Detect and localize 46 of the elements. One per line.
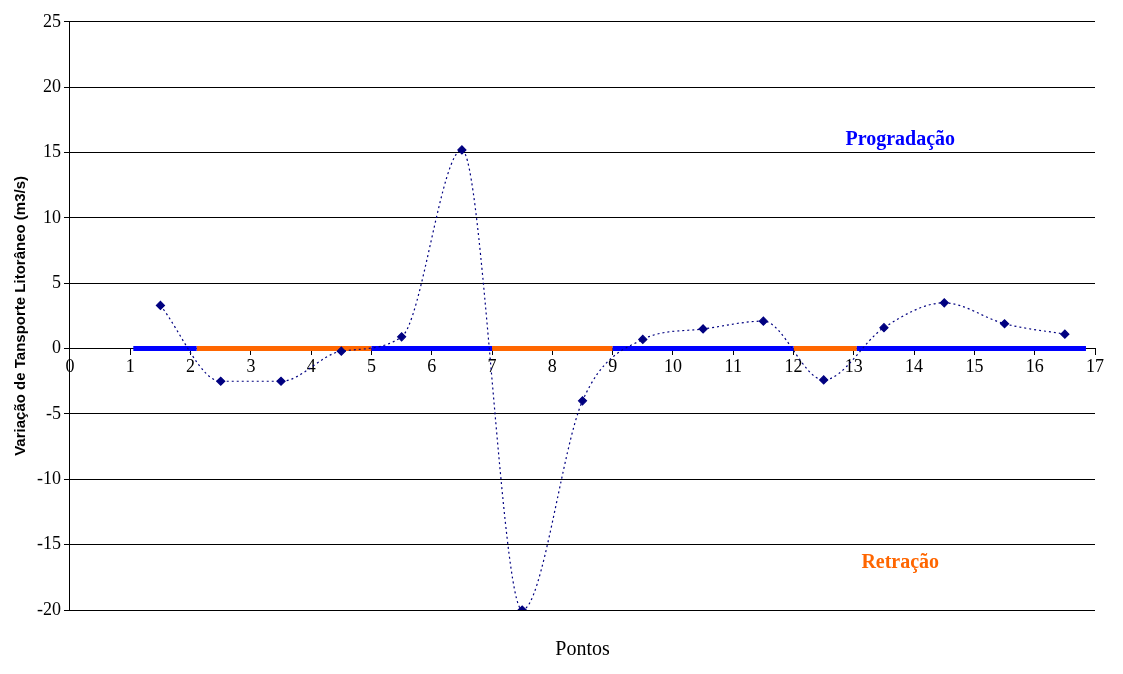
x-tick-label: 12 xyxy=(784,356,803,377)
y-tick-label: 25 xyxy=(42,10,61,31)
x-tick-label: 5 xyxy=(366,356,376,377)
point xyxy=(999,319,1010,329)
x-tick-label: 13 xyxy=(844,356,863,377)
y-tick-label: 15 xyxy=(42,141,61,162)
y-axis-title: Variação de Tansporte Litorâneo (m3/s) xyxy=(11,175,29,456)
point xyxy=(397,332,407,342)
y-tick-label: 5 xyxy=(51,271,61,292)
point xyxy=(1060,329,1070,339)
y-tick-label: -5 xyxy=(45,402,61,423)
point xyxy=(457,145,467,155)
x-tick-label: 1 xyxy=(125,356,135,377)
x-tick-label: 7 xyxy=(487,356,497,377)
x-tick-label: 17 xyxy=(1086,356,1104,377)
x-tick-label: 15 xyxy=(965,356,984,377)
x-tick-label: 6 xyxy=(427,356,437,377)
annotation: Progradação xyxy=(845,126,956,150)
y-tick-label: 20 xyxy=(42,75,61,96)
x-tick-label: 14 xyxy=(905,356,924,377)
x-axis-title: Pontos xyxy=(555,637,610,660)
point xyxy=(216,376,226,386)
point xyxy=(819,375,829,385)
y-tick-label: 0 xyxy=(51,337,61,358)
point xyxy=(879,323,889,333)
point xyxy=(758,316,768,326)
point xyxy=(939,298,949,308)
x-tick-label: 2 xyxy=(186,356,196,377)
x-tick-label: 16 xyxy=(1025,356,1044,377)
point xyxy=(577,396,588,406)
x-tick-label: 8 xyxy=(547,356,557,377)
y-tick-label: 10 xyxy=(42,206,61,227)
point xyxy=(698,324,708,334)
annotation: Retração xyxy=(861,550,940,574)
y-tick-label: -10 xyxy=(36,468,61,489)
point xyxy=(155,300,166,311)
point xyxy=(638,334,648,345)
y-tick-label: -20 xyxy=(36,598,61,619)
x-tick-label: 11 xyxy=(724,356,742,377)
y-tick-label: -15 xyxy=(36,533,61,554)
point xyxy=(336,346,346,356)
x-tick-label: 10 xyxy=(663,356,682,377)
x-tick-label: 3 xyxy=(246,356,256,377)
x-tick-label: 4 xyxy=(306,356,316,377)
x-tick-label: 9 xyxy=(608,356,618,377)
point xyxy=(276,376,286,386)
